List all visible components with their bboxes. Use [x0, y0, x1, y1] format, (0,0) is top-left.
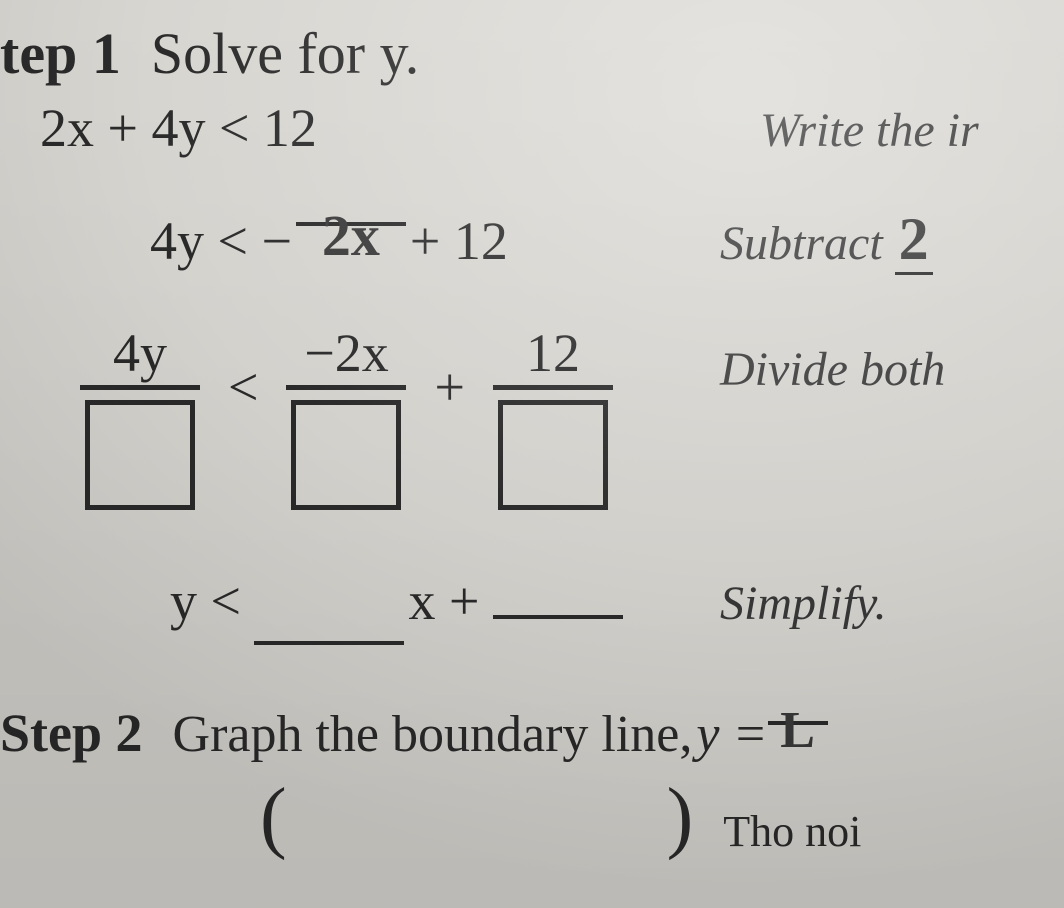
step1-line4-prefix: y <: [170, 571, 254, 631]
step1-line4-mid: x +: [408, 571, 492, 631]
step1-line3-op1: <: [228, 357, 258, 417]
step1-line4-annotation: Simplify.: [720, 577, 887, 630]
bottom-cut-text: Tho noi: [723, 806, 861, 857]
step2-text: Graph the boundary line,: [173, 705, 693, 764]
step1-line3-annotation: Divide both: [720, 343, 945, 396]
step1-frac1-box[interactable]: [85, 400, 195, 510]
step1-frac2-num: −2x: [286, 324, 406, 390]
step1-line3-row: 4y < −2x + 12 Divide both: [0, 324, 1064, 510]
step1-frac1-num: 4y: [80, 324, 200, 390]
step1-line2-suffix: + 12: [410, 211, 508, 271]
step2-row: Step 2 Graph the boundary line, y = L: [0, 702, 1064, 764]
step1-instruction: Solve for y.: [151, 20, 419, 87]
step2-eq-lhs: y =: [696, 705, 767, 764]
step1-line3-op2: +: [434, 357, 464, 417]
step1-line4-row: y < x + Simplify.: [0, 570, 1064, 632]
step1-line4-blank2[interactable]: [493, 599, 623, 619]
step1-label: tep 1: [0, 20, 121, 87]
step1-frac3: 12: [493, 324, 613, 510]
step1-frac2: −2x: [286, 324, 406, 510]
step1-frac1: 4y: [80, 324, 200, 510]
step2-blank[interactable]: L: [768, 705, 828, 725]
step1-line1-math: 2x + 4y < 12: [40, 98, 317, 158]
step1-line2-blank[interactable]: 2x: [296, 206, 406, 226]
step1-frac3-num: 12: [493, 324, 613, 390]
step2-label: Step 2: [0, 702, 143, 764]
step1-frac2-box[interactable]: [291, 400, 401, 510]
step2-blank-hw: L: [780, 702, 815, 759]
step1-line4-blank1[interactable]: [254, 625, 404, 645]
step1-line2-annotation-prefix: Subtract: [720, 217, 895, 270]
open-paren: (: [260, 772, 287, 863]
step1-line2-handwriting: 2x: [322, 203, 380, 268]
step1-line2-row: 4y < − 2x + 12 Subtract 2: [0, 199, 1064, 274]
step1-line2-annotation-hw: 2: [895, 206, 933, 275]
bottom-cut-row: ( ) Tho noi: [0, 772, 1064, 863]
step1-line1-annotation: Write the ir: [760, 104, 979, 157]
worksheet-page: tep 1 Solve for y. 2x + 4y < 12 Write th…: [0, 0, 1064, 908]
close-paren: ): [667, 772, 694, 863]
step1-line2-prefix: 4y < −: [150, 211, 292, 271]
step1-line1-row: 2x + 4y < 12 Write the ir: [0, 97, 1064, 159]
step1-frac3-box[interactable]: [498, 400, 608, 510]
step1-header-row: tep 1 Solve for y.: [0, 20, 1064, 87]
